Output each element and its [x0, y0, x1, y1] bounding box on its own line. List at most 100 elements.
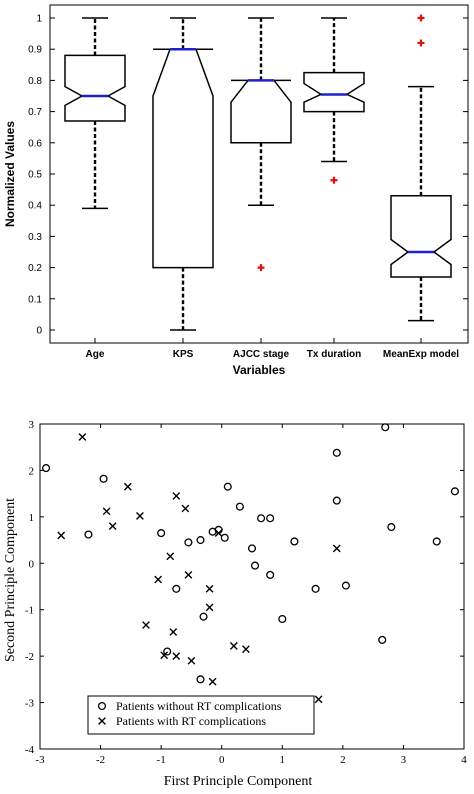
circle-point	[332, 496, 341, 505]
circle-point	[84, 530, 93, 539]
scatter-plot-area	[39, 423, 465, 750]
legend-label-with: Patients with RT complications	[116, 714, 266, 728]
circle-point	[196, 675, 205, 684]
legend-label-without: Patients without RT complications	[116, 699, 282, 713]
circle-point	[172, 584, 181, 593]
legend-box	[87, 695, 315, 735]
box-tx-duration	[303, 17, 365, 184]
x-point	[160, 651, 169, 660]
boxplot-y-tick-label: 0.4	[28, 201, 42, 212]
boxplot-x-axis-title: Variables	[233, 363, 286, 377]
circle-point	[99, 474, 108, 483]
scatter-y-axis-title: Second Principle Component	[3, 498, 18, 662]
x-point	[172, 492, 181, 500]
circle-point	[223, 482, 232, 491]
scatter-y-tick-label: 1	[29, 512, 35, 524]
boxplot-y-tick-label: 0.1	[28, 294, 42, 305]
x-point	[181, 504, 190, 513]
boxplot-y-tick-label: 0.5	[28, 170, 42, 181]
x-point	[102, 507, 111, 516]
scatter-y-tick-label: -3	[25, 698, 35, 710]
x-point	[205, 603, 214, 612]
box-ajcc-stage	[230, 17, 292, 272]
boxplot-x-tick-label: MeanExp model	[383, 349, 459, 360]
circle-point	[450, 487, 459, 496]
circle-point	[332, 448, 341, 457]
x-point	[154, 575, 163, 584]
scatter-x-tick-label: 2	[340, 754, 346, 766]
circle-point	[266, 514, 275, 523]
boxplot-x-tick-label: Age	[86, 349, 105, 360]
scatter-legend: Patients without RT complications Patien…	[87, 695, 315, 735]
boxplot-y-tick-label: 1	[36, 14, 42, 25]
circle-point	[378, 635, 387, 644]
x-point	[332, 544, 341, 553]
box-kps	[152, 17, 214, 331]
scatter-x-tick-label: 3	[401, 754, 407, 766]
x-point	[208, 677, 217, 686]
boxplot-x-tick-label: KPS	[173, 349, 194, 360]
circle-point	[196, 536, 205, 545]
outlier-marker	[417, 14, 425, 22]
boxplot-x-tick-label: AJCC stage	[233, 349, 290, 360]
boxplot-y-axis-title: Normalized Values	[3, 121, 17, 227]
scatter-y-tick-label: 0	[29, 558, 35, 570]
scatter-x-axis-title: First Principle Component	[164, 774, 313, 789]
outlier-marker	[257, 264, 265, 272]
legend-x-marker	[98, 717, 106, 725]
boxplot-x-tick-label: Tx duration	[307, 349, 361, 360]
x-point	[172, 652, 181, 661]
scatter-y-tick-label: -1	[25, 605, 34, 617]
x-point	[136, 512, 144, 520]
scatter-y-tick-label: 2	[29, 465, 35, 477]
scatter-x-tick-label: 4	[461, 754, 467, 766]
boxplot-y-tick-label: 0.6	[28, 138, 42, 149]
series-with-complications	[57, 433, 341, 704]
circle-point	[250, 561, 260, 570]
circle-point	[235, 502, 244, 511]
circle-point	[42, 464, 51, 473]
outlier-marker	[330, 176, 338, 184]
scatter-x-tick-label: 0	[219, 754, 225, 766]
x-point	[123, 482, 132, 491]
circle-point	[247, 544, 257, 553]
circle-point	[311, 584, 320, 593]
scatter-y-tick-label: -2	[25, 651, 34, 663]
box-body	[230, 79, 292, 144]
boxplot-y-tick-label: 0.8	[28, 76, 42, 87]
x-point	[57, 531, 66, 540]
circle-point	[220, 533, 229, 542]
circle-point	[199, 612, 208, 621]
x-point	[229, 642, 238, 650]
scatter-y-tick-label: -4	[25, 744, 35, 756]
boxplot-y-tick-label: 0	[36, 326, 42, 337]
x-point	[205, 584, 214, 593]
circle-point	[387, 523, 396, 532]
boxplot-y-tick-label: 0.9	[28, 45, 42, 56]
scatter-x-tick-label: 1	[280, 754, 286, 766]
outlier-marker	[417, 39, 425, 47]
box-body	[152, 48, 214, 269]
boxplot-y-tick-label: 0.7	[28, 107, 42, 118]
boxplot-y-tick-label: 0.3	[28, 232, 42, 243]
x-point	[242, 645, 250, 654]
x-point	[184, 570, 193, 579]
scatter-x-tick-label: -1	[157, 754, 166, 766]
x-point	[108, 522, 117, 531]
x-point	[142, 621, 150, 629]
x-point	[214, 529, 223, 538]
scatter-y-tick-label: 3	[29, 419, 35, 431]
legend-circle-marker	[97, 701, 107, 711]
circle-point	[341, 581, 350, 590]
circle-point	[266, 570, 275, 579]
box-body	[64, 54, 126, 122]
circle-point	[257, 514, 266, 523]
scatter-x-tick-label: -3	[35, 754, 45, 766]
box-body	[303, 71, 365, 113]
box-body	[390, 195, 452, 278]
circle-point	[278, 614, 287, 624]
circle-point	[163, 647, 172, 656]
x-point	[169, 628, 178, 636]
x-point	[314, 695, 323, 704]
